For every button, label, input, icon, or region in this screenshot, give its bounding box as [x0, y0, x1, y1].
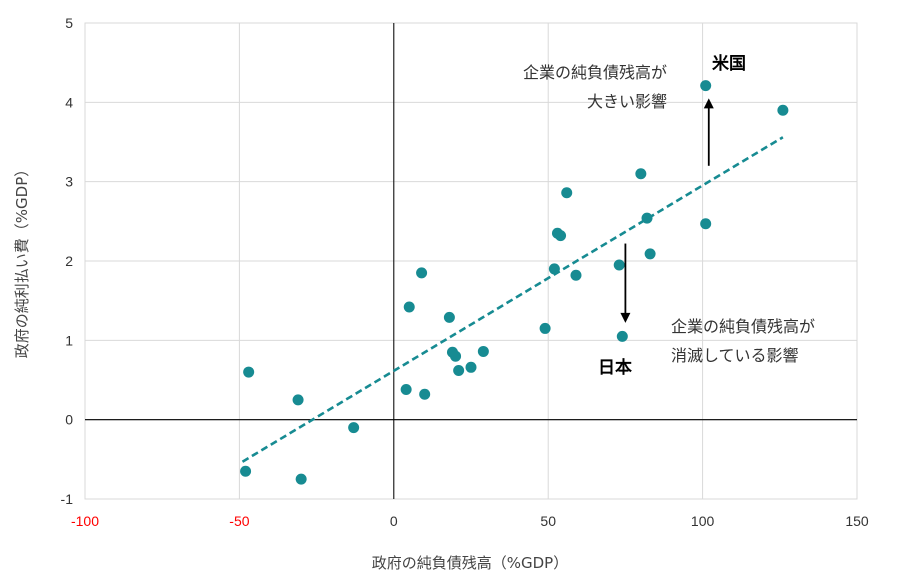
- data-point: [443, 311, 455, 323]
- japan-arrow: [620, 243, 631, 323]
- data-point: [777, 104, 789, 116]
- data-points: [240, 80, 789, 485]
- x-tick-label: -100: [71, 513, 99, 529]
- y-axis-title: 政府の純利払い費（%GDP）: [13, 162, 31, 358]
- data-point: [292, 394, 304, 406]
- japan-effect-line-2: 消滅している影響: [671, 346, 799, 365]
- data-point: [477, 345, 489, 357]
- us-effect-line-1: 企業の純負債残高が: [523, 63, 667, 82]
- data-point: [613, 259, 625, 271]
- data-point: [400, 384, 412, 396]
- data-point: [416, 267, 428, 279]
- y-tick-label: 4: [65, 94, 73, 110]
- y-tick-labels: -1 0 1 2 3 4 5: [61, 15, 74, 507]
- arrow-head: [703, 98, 714, 109]
- trendline: [241, 136, 784, 463]
- x-tick-label: 100: [691, 513, 715, 529]
- data-point: [295, 473, 307, 485]
- data-point: [700, 218, 712, 230]
- trendline-layer: [241, 136, 784, 463]
- zero-axes: [85, 23, 857, 499]
- x-tick-label: -50: [229, 513, 249, 529]
- x-tick-label: 150: [845, 513, 869, 529]
- data-point: [403, 301, 415, 313]
- y-tick-label: -1: [61, 491, 74, 507]
- data-point: [548, 263, 560, 275]
- grid-lines: [84, 22, 858, 500]
- data-point: [419, 388, 431, 400]
- us-arrow: [703, 98, 714, 166]
- us-effect-line-2: 大きい影響: [587, 92, 667, 111]
- x-axis-title: 政府の純負債残高（%GDP）: [372, 554, 568, 572]
- y-tick-label: 2: [65, 253, 73, 269]
- us-label: 米国: [712, 53, 746, 74]
- data-point: [240, 465, 252, 477]
- data-point: [635, 168, 647, 180]
- data-point: [570, 269, 582, 281]
- y-tick-label: 5: [65, 15, 73, 31]
- y-tick-label: 1: [65, 332, 73, 348]
- data-point: [465, 361, 477, 373]
- data-point: [539, 322, 551, 334]
- data-point: [561, 187, 573, 199]
- data-point: [616, 330, 628, 342]
- x-tick-label: 50: [540, 513, 556, 529]
- data-point: [450, 350, 462, 362]
- data-point: [348, 422, 360, 434]
- japan-effect-line-1: 企業の純負債残高が: [671, 317, 815, 336]
- y-tick-label: 0: [65, 412, 73, 428]
- japan-label: 日本: [598, 357, 632, 378]
- data-point: [243, 366, 255, 378]
- data-point: [453, 364, 465, 376]
- arrow-head: [620, 312, 631, 323]
- x-tick-labels: -100 -50 0 50 100 150: [71, 513, 869, 529]
- data-point: [700, 80, 712, 92]
- data-point: [641, 212, 653, 224]
- y-tick-label: 3: [65, 174, 73, 190]
- data-point: [644, 248, 656, 260]
- data-point: [555, 230, 567, 242]
- x-tick-label: 0: [390, 513, 398, 529]
- annotation-arrows: [620, 98, 714, 323]
